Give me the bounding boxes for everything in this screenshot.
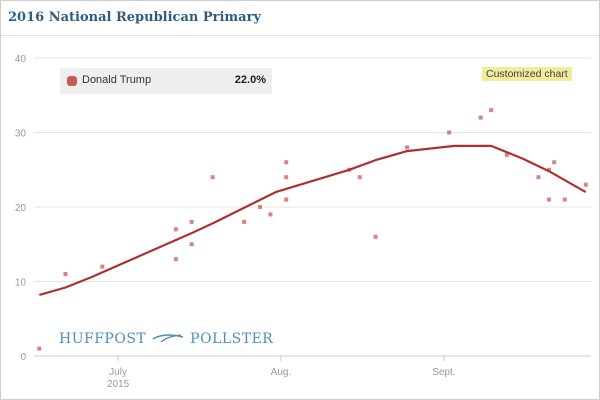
huffpost-pollster-logo: HUFFPOST POLLSTER [59,331,273,347]
pollster-logo-icon [152,334,184,343]
legend-series-value: 22.0% [234,74,266,86]
data-point [373,234,378,239]
x-tick-label: July [109,367,127,378]
trend-line [39,144,587,296]
data-point [173,257,178,262]
y-tick-label: 40 [15,54,27,65]
data-point [189,219,194,224]
data-point [447,130,452,135]
data-point [478,115,483,120]
data-point [536,175,541,180]
y-tick-label: 0 [20,352,26,363]
legend[interactable]: Donald Trump 22.0% [60,68,272,94]
data-point [173,227,178,232]
data-point [552,160,557,165]
x-tick-label: Sept. [432,367,455,378]
data-point [583,182,588,187]
data-point [405,145,410,150]
x-tick-sublabel: 2015 [107,379,130,390]
data-point [268,212,273,217]
legend-swatch [67,76,77,86]
data-point [562,197,567,202]
data-point [63,272,68,277]
title-bar: 2016 National Republican Primary [1,1,599,36]
chart-title: 2016 National Republican Primary [8,10,262,25]
y-tick-label: 10 [15,278,27,289]
x-tick-label: Aug. [271,367,292,378]
data-point [284,160,289,165]
data-point [357,175,362,180]
logo-huffpost-text: HUFFPOST [59,331,147,347]
legend-series-name: Donald Trump [82,74,152,86]
data-point [284,197,289,202]
y-tick-label: 30 [15,129,27,140]
data-point [489,108,494,113]
data-point [546,197,551,202]
data-point [242,219,247,224]
data-point [504,152,509,157]
data-point [37,346,42,351]
customized-chart-badge[interactable]: Customized chart [482,67,572,81]
data-point [284,175,289,180]
data-point [189,242,194,247]
y-tick-label: 20 [15,203,27,214]
logo-pollster-text: POLLSTER [190,331,274,347]
data-point [546,167,551,172]
data-point [257,205,262,209]
data-point [210,175,215,180]
data-point [100,264,105,269]
